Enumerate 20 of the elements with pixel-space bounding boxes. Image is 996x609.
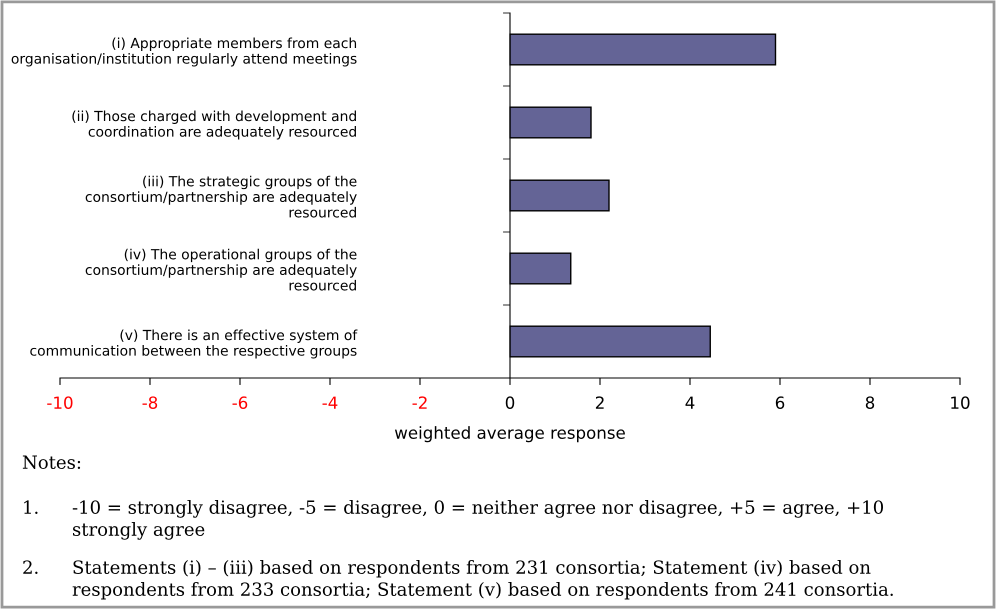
y-tick-label: (iv) The operational groups of the consortium/partnership are adequately resourced bbox=[86, 248, 357, 291]
y-tick-label: (i) Appropriate members from each organisation/institution regularly attend meetings bbox=[12, 38, 357, 66]
x-tick-label: -8 bbox=[142, 396, 158, 409]
x-tick-label: 8 bbox=[866, 396, 874, 409]
x-tick-label: 0 bbox=[506, 396, 514, 409]
x-tick-label: 2 bbox=[596, 396, 604, 409]
x-tick-label: -2 bbox=[412, 396, 427, 409]
text: 2. Statements (i) – (iii) based on respondents from 231 consortia; Statement (iv) based on respondents from 233 consortia; Statement (v) based on respondents from 241 consortia. bbox=[23, 560, 893, 600]
text: 1. -10 = strongly disagree, -5 = disagree, 0 = neither agree nor disagree, +5 = agree, +10 strongly agree bbox=[24, 500, 883, 540]
x-axis-title: weighted average response bbox=[394, 426, 625, 442]
x-tick-label: 10 bbox=[951, 396, 970, 409]
x-tick-label: 6 bbox=[776, 396, 784, 409]
text: Notes: bbox=[22, 456, 80, 469]
x-tick-label: -10 bbox=[47, 396, 73, 409]
y-tick-label: (iii) The strategic groups of the consortium/partnership are adequately resourced bbox=[86, 176, 357, 218]
y-tick-label: (v) There is an effective system of communication between the respective groups bbox=[30, 330, 358, 358]
y-tick-label: (ii) Those charged with development and coordination are adequately resourced bbox=[72, 110, 356, 140]
x-tick-label: -6 bbox=[232, 396, 248, 409]
x-tick-label: -4 bbox=[322, 396, 338, 409]
x-tick-label: 4 bbox=[686, 396, 694, 409]
